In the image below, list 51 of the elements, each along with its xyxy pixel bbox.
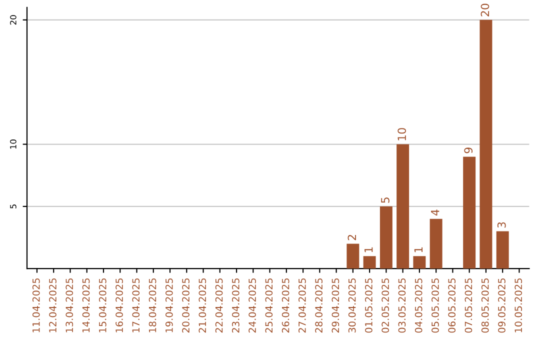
x-tick-label: 29.04.2025 [332,278,340,333]
x-tick-label: 30.04.2025 [348,278,356,333]
x-tick-label: 17.04.2025 [132,278,140,332]
data-label: 1 [414,247,423,252]
y-tick-label: 10 [10,140,16,149]
data-label: 9 [464,148,473,154]
x-tick-label: 19.04.2025 [165,278,173,332]
x-tick-label: 13.04.2025 [66,278,74,332]
x-tick-label: 16.04.2025 [116,278,123,332]
bar [396,144,410,269]
x-tick-label: 05.05.2025 [432,278,439,333]
bar [430,218,442,269]
data-label: 4 [431,210,440,216]
x-tick-label: 25.04.2025 [265,278,273,333]
x-tick-label: 24.04.2025 [248,278,256,333]
x-tick-label: 09.05.2025 [498,278,506,333]
x-tick-label: 20.04.2025 [182,278,190,333]
x-tick-label: 27.04.2025 [298,278,306,333]
x-tick-label: 21.04.2025 [198,278,206,333]
x-tick-label: 14.04.2025 [82,278,90,332]
bar [363,256,376,269]
x-tick-label: 07.05.2025 [464,278,472,333]
bar [480,20,492,269]
data-label: 20 [480,4,490,16]
x-tick-label: 11.04.2025 [32,278,40,332]
x-tick-label: 04.05.2025 [414,278,422,333]
x-tick-label: 18.04.2025 [148,278,156,332]
bar [463,156,476,269]
data-label: 2 [348,234,356,240]
x-tick-label: 26.04.2025 [282,278,290,333]
x-tick-label: 23.04.2025 [232,278,240,333]
data-label: 5 [381,198,390,203]
x-tick-label: 15.04.2025 [98,278,106,332]
x-tick-label: 12.04.2025 [49,278,56,332]
x-tick-label: 10.05.2025 [514,278,522,332]
data-label: 1 [364,247,373,252]
x-tick-label: 28.04.2025 [315,278,322,333]
bar [413,256,426,269]
x-tick-label: 03.05.2025 [398,278,406,333]
x-tick-label: 08.05.2025 [481,278,489,333]
x-tick-label: 01.05.2025 [365,278,372,333]
x-tick-label: 22.04.2025 [215,278,223,333]
bar [496,231,509,269]
data-label: 3 [497,222,506,228]
y-tick-label: 20 [10,15,16,25]
y-tick-label: 5 [10,204,16,208]
x-tick-label: 06.05.2025 [448,278,456,333]
bar [346,244,360,269]
data-label: 10 [398,128,406,140]
bar [380,206,392,269]
x-tick-label: 02.05.2025 [382,278,390,333]
